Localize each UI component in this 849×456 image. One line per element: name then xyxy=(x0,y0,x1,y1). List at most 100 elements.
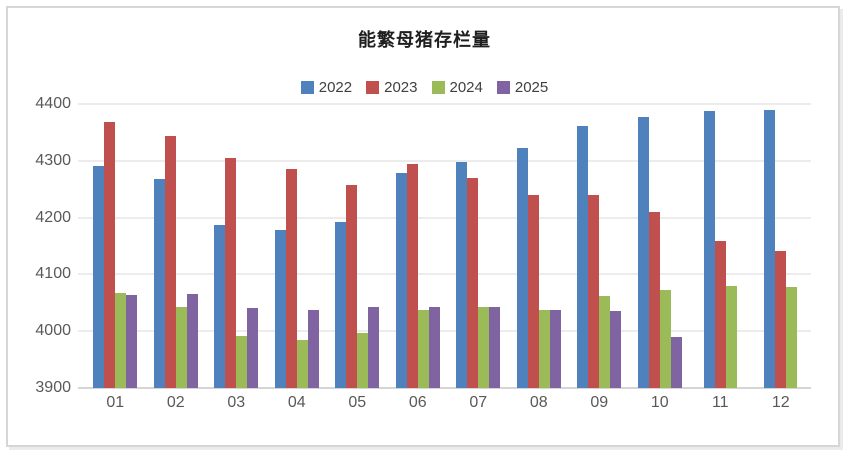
bar-2022-07 xyxy=(456,161,468,388)
bar-2024-07 xyxy=(478,307,490,388)
bar-2022-08 xyxy=(516,147,528,388)
bar-2024-06 xyxy=(417,309,429,388)
y-tick-label: 4000 xyxy=(35,322,71,340)
bar-2023-07 xyxy=(467,177,479,388)
bar-2025-10 xyxy=(670,337,682,388)
bar-group-11 xyxy=(690,104,751,388)
axis-baseline xyxy=(78,387,811,389)
bar-2023-11 xyxy=(714,241,726,388)
bar-2023-12 xyxy=(775,250,787,388)
bar-group-12 xyxy=(751,104,812,388)
bar-2022-11 xyxy=(703,111,715,388)
x-axis: 01 02 03 04 05 06 07 08 09 10 11 12 xyxy=(85,394,811,412)
bar-2023-08 xyxy=(527,194,539,388)
legend-item-2023: 2023 xyxy=(366,79,418,96)
bar-2022-05 xyxy=(335,221,347,388)
x-tick-label-04: 04 xyxy=(287,394,306,411)
bar-2024-04 xyxy=(296,339,308,388)
gridline xyxy=(78,273,811,276)
bar-2022-12 xyxy=(764,109,776,388)
bar-2024-12 xyxy=(786,286,798,388)
bar-2022-09 xyxy=(577,125,589,388)
legend-swatch-2024-icon xyxy=(431,81,445,94)
bar-2023-04 xyxy=(285,169,297,388)
y-tick-label: 4400 xyxy=(35,95,71,112)
legend-label: 2022 xyxy=(318,79,353,96)
bar-group-06 xyxy=(388,104,449,388)
bar-groups xyxy=(85,104,811,388)
y-tick-label: 3900 xyxy=(35,379,71,396)
y-axis: 3900 4000 4100 4200 4300 4400 xyxy=(0,95,75,396)
legend-label: 2024 xyxy=(449,79,483,96)
bar-2025-04 xyxy=(307,309,319,388)
bar-group-07 xyxy=(448,104,509,388)
chart-title: 能繁母猪存栏量 xyxy=(358,30,491,50)
gridline xyxy=(78,330,811,333)
x-tick-label-09: 09 xyxy=(590,394,609,411)
legend-swatch-2025-icon xyxy=(496,81,510,94)
bar-2022-06 xyxy=(395,173,407,388)
bar-2022-03 xyxy=(214,224,226,388)
bar-2024-08 xyxy=(538,310,550,388)
legend-item-2022: 2022 xyxy=(300,79,353,96)
bar-2025-06 xyxy=(428,307,440,388)
bar-2025-01 xyxy=(126,295,138,388)
bar-2022-10 xyxy=(637,116,649,388)
bar-2025-05 xyxy=(368,307,380,388)
bar-group-08 xyxy=(509,104,570,388)
x-tick-label-02: 02 xyxy=(166,394,185,411)
x-tick-label-06: 06 xyxy=(408,394,427,411)
bar-group-05 xyxy=(327,104,388,388)
x-tick-label-10: 10 xyxy=(650,394,669,411)
gridline xyxy=(78,159,811,162)
x-tick-label-07: 07 xyxy=(469,394,488,411)
bar-2022-01 xyxy=(93,166,105,388)
bar-2024-10 xyxy=(659,290,671,388)
bar-2025-03 xyxy=(247,308,259,388)
plot-area xyxy=(78,103,811,389)
bar-2024-11 xyxy=(725,285,737,388)
y-tick-label: 4300 xyxy=(35,151,71,169)
legend-swatch-2023-icon xyxy=(366,81,380,94)
y-tick-label: 4100 xyxy=(35,265,71,283)
bar-2023-02 xyxy=(164,136,176,388)
bar-2025-07 xyxy=(489,307,501,388)
bar-2023-05 xyxy=(346,184,358,388)
gridline xyxy=(78,103,811,105)
legend-label: 2023 xyxy=(384,79,418,96)
y-tick-label: 4200 xyxy=(35,208,71,226)
bar-2025-09 xyxy=(610,311,622,388)
x-tick-label-12: 12 xyxy=(771,394,790,411)
x-tick-label-05: 05 xyxy=(348,394,367,411)
bar-group-01 xyxy=(85,104,146,388)
bar-2025-08 xyxy=(549,310,561,388)
bar-2024-09 xyxy=(599,295,611,388)
x-tick-label-03: 03 xyxy=(227,394,246,411)
legend: 2022 2023 2024 2025 xyxy=(0,79,849,96)
legend-item-2024: 2024 xyxy=(431,79,483,96)
bar-group-02 xyxy=(146,104,207,388)
bar-2023-06 xyxy=(406,163,418,388)
legend-swatch-2022-icon xyxy=(300,81,314,94)
bar-2023-01 xyxy=(104,122,116,388)
bar-2024-05 xyxy=(357,333,369,388)
x-tick-label-01: 01 xyxy=(106,394,125,411)
bar-2024-02 xyxy=(175,307,187,388)
legend-item-2025: 2025 xyxy=(496,79,549,96)
x-tick-label-11: 11 xyxy=(711,394,729,411)
bar-group-09 xyxy=(569,104,630,388)
bar-2023-10 xyxy=(648,211,660,388)
gridline xyxy=(78,216,811,219)
bar-group-03 xyxy=(206,104,267,388)
bar-group-04 xyxy=(267,104,328,388)
x-tick-label-08: 08 xyxy=(529,394,548,411)
bar-2022-04 xyxy=(274,230,286,388)
bar-group-10 xyxy=(630,104,691,388)
legend-label: 2025 xyxy=(514,79,549,96)
bar-2025-02 xyxy=(186,294,198,388)
bar-2024-03 xyxy=(236,336,248,388)
bar-2024-01 xyxy=(115,293,127,388)
bar-2023-09 xyxy=(588,194,600,388)
bar-2022-02 xyxy=(153,178,165,388)
bar-2023-03 xyxy=(225,157,237,388)
